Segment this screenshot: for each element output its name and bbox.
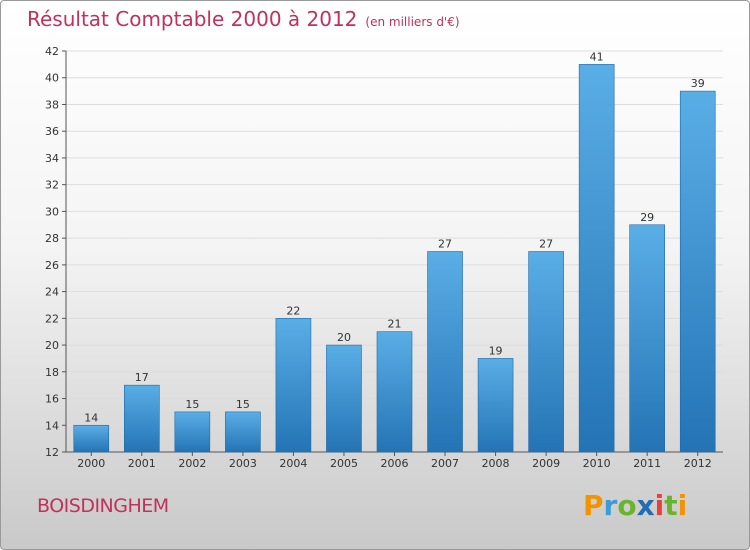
bar-2006[interactable] bbox=[376, 331, 413, 453]
brand-letter: t bbox=[664, 489, 678, 522]
bar-value-label: 27 bbox=[539, 238, 553, 251]
y-tick-label: 26 bbox=[45, 259, 59, 272]
y-tick-label: 24 bbox=[45, 286, 59, 299]
bar-value-label: 15 bbox=[185, 398, 199, 411]
bar-2001[interactable] bbox=[124, 384, 160, 453]
y-tick-label: 34 bbox=[45, 152, 59, 165]
bar-value-label: 17 bbox=[135, 371, 149, 384]
y-tick-label: 36 bbox=[45, 125, 59, 138]
bar-2012[interactable] bbox=[679, 90, 716, 453]
brand-letter: P bbox=[583, 489, 604, 522]
bar-2007[interactable] bbox=[427, 251, 463, 453]
y-tick-label: 42 bbox=[45, 45, 59, 58]
x-tick-label: 2000 bbox=[77, 457, 105, 470]
x-tick-label: 2004 bbox=[279, 457, 307, 470]
brand-letter: o bbox=[617, 489, 637, 522]
y-tick-label: 14 bbox=[45, 419, 59, 432]
y-tick-label: 30 bbox=[45, 205, 59, 218]
x-tick-label: 2009 bbox=[532, 457, 560, 470]
bar-2004[interactable] bbox=[275, 318, 312, 453]
y-tick-label: 38 bbox=[45, 98, 59, 111]
bar-2003[interactable] bbox=[225, 411, 261, 453]
bar-2010[interactable] bbox=[578, 64, 615, 453]
bar-2009[interactable] bbox=[528, 251, 564, 453]
bar-value-label: 19 bbox=[489, 344, 503, 357]
y-tick-label: 40 bbox=[45, 72, 59, 85]
x-tick-label: 2002 bbox=[178, 457, 206, 470]
y-tick-label: 16 bbox=[45, 393, 59, 406]
x-tick-label: 2001 bbox=[128, 457, 156, 470]
bar-value-label: 15 bbox=[236, 398, 250, 411]
y-tick-label: 12 bbox=[45, 446, 59, 459]
x-tick-label: 2012 bbox=[684, 457, 712, 470]
x-tick-label: 2008 bbox=[482, 457, 510, 470]
bar-value-label: 14 bbox=[84, 411, 98, 424]
chart-subtitle: (en milliers d'€) bbox=[365, 15, 460, 29]
x-tick-label: 2005 bbox=[330, 457, 358, 470]
brand-letter: i bbox=[677, 489, 688, 522]
bars bbox=[73, 64, 716, 453]
brand-letter: x bbox=[636, 489, 655, 522]
bar-value-label: 20 bbox=[337, 331, 351, 344]
x-tick-label: 2006 bbox=[381, 457, 409, 470]
bar-value-label: 27 bbox=[438, 238, 452, 251]
chart-title: Résultat Comptable 2000 à 2012 bbox=[27, 7, 358, 31]
bar-2008[interactable] bbox=[477, 358, 514, 453]
y-tick-label: 22 bbox=[45, 312, 59, 325]
title-row: Résultat Comptable 2000 à 2012 (en millie… bbox=[27, 7, 460, 31]
bar-2005[interactable] bbox=[326, 344, 362, 453]
bar-value-label: 41 bbox=[590, 50, 604, 63]
brand-letter: r bbox=[603, 489, 618, 522]
commune-name: BOISDINGHEM bbox=[37, 495, 169, 517]
bar-2000[interactable] bbox=[73, 424, 110, 453]
y-tick-label: 20 bbox=[45, 339, 59, 352]
bar-value-label: 22 bbox=[286, 304, 300, 317]
x-tick-label: 2007 bbox=[431, 457, 459, 470]
x-tick-label: 2010 bbox=[583, 457, 611, 470]
bar-2011[interactable] bbox=[629, 224, 665, 453]
y-tick-label: 32 bbox=[45, 179, 59, 192]
bar-value-label: 21 bbox=[388, 318, 402, 331]
labels: 12 14 16 18 20 22 24 26 28 30 32 34 36 38 40 42 14 2000 17… bbox=[45, 45, 712, 470]
y-tick-label: 28 bbox=[45, 232, 59, 245]
x-tick-label: 2011 bbox=[633, 457, 661, 470]
y-tick-label: 18 bbox=[45, 366, 59, 379]
brand-letter: i bbox=[654, 489, 665, 522]
bar-2002[interactable] bbox=[174, 411, 211, 453]
proxiti-logo[interactable]: Proxiti bbox=[583, 489, 687, 522]
bar-value-label: 29 bbox=[640, 211, 654, 224]
x-tick-label: 2003 bbox=[229, 457, 257, 470]
bar-value-label: 39 bbox=[691, 77, 705, 90]
